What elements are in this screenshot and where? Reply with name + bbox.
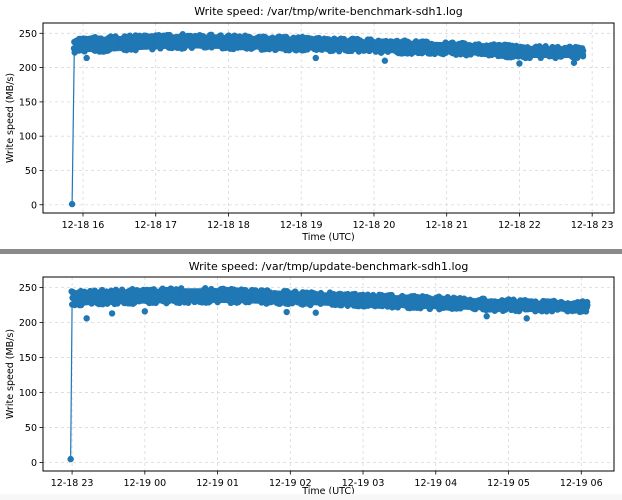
plot-frame — [42, 22, 615, 214]
data-series — [67, 285, 591, 463]
y-axis: 0 50 100 150 200 250 — [19, 283, 43, 469]
chart-title: Write speed: /var/tmp/update-benchmark-s… — [189, 260, 469, 273]
footer-strip — [0, 494, 622, 500]
y-axis: 0 50 100 150 200 250 — [19, 29, 43, 211]
start-point — [68, 200, 76, 208]
x-axis-label: Time (UTC) — [301, 486, 355, 494]
x-axis: 12-18 16 12-18 17 12-18 18 12-18 19 12-18 20… — [62, 213, 614, 231]
data-series — [68, 31, 587, 208]
panel-separator — [0, 249, 622, 254]
y-tick-label: 0 — [31, 200, 37, 211]
y-tick-label: 250 — [19, 283, 37, 294]
x-tick-label: 12-19 06 — [560, 478, 603, 489]
y-tick-label: 250 — [19, 29, 37, 40]
chart-panel-update-benchmark: Write speed: /var/tmp/update-benchmark-s… — [0, 254, 622, 494]
grid-lines — [43, 277, 614, 471]
y-tick-label: 0 — [31, 458, 37, 469]
x-tick-label: 12-19 03 — [342, 478, 385, 489]
y-tick-label: 50 — [25, 423, 37, 434]
x-tick-label: 12-19 02 — [269, 478, 312, 489]
y-tick-label: 150 — [19, 97, 37, 108]
x-tick-label: 12-19 00 — [123, 478, 166, 489]
x-axis: 12-18 23 12-19 00 12-19 01 12-19 02 12-19 03… — [51, 471, 603, 489]
x-tick-label: 12-18 18 — [207, 220, 250, 231]
x-tick-label: 12-18 23 — [51, 478, 94, 489]
y-tick-label: 50 — [25, 166, 37, 177]
update-benchmark-chart: Write speed: /var/tmp/update-benchmark-s… — [5, 260, 615, 494]
x-tick-label: 12-18 23 — [571, 220, 614, 231]
start-point — [67, 455, 74, 463]
y-tick-label: 150 — [19, 353, 37, 364]
x-tick-label: 12-18 21 — [425, 220, 468, 231]
chart-title: Write speed: /var/tmp/write-benchmark-sd… — [194, 5, 463, 18]
plot-frame — [42, 276, 615, 472]
chart-panel-write-benchmark: Write speed: /var/tmp/write-benchmark-sd… — [0, 0, 622, 249]
y-tick-label: 100 — [19, 132, 37, 143]
x-tick-label: 12-18 22 — [498, 220, 541, 231]
y-axis-label: Write speed (MB/s) — [5, 329, 16, 419]
x-tick-label: 12-18 20 — [353, 220, 396, 231]
y-tick-label: 200 — [19, 318, 37, 329]
x-tick-label: 12-19 01 — [196, 478, 239, 489]
x-tick-label: 12-18 19 — [280, 220, 323, 231]
y-tick-label: 100 — [19, 388, 37, 399]
x-tick-label: 12-18 16 — [62, 220, 105, 231]
x-tick-label: 12-19 05 — [487, 478, 530, 489]
y-tick-label: 200 — [19, 63, 37, 74]
y-axis-label: Write speed (MB/s) — [5, 73, 16, 163]
x-axis-label: Time (UTC) — [301, 232, 355, 243]
write-benchmark-chart: Write speed: /var/tmp/write-benchmark-sd… — [5, 5, 615, 243]
x-tick-label: 12-19 04 — [414, 478, 457, 489]
x-tick-label: 12-18 17 — [134, 220, 177, 231]
